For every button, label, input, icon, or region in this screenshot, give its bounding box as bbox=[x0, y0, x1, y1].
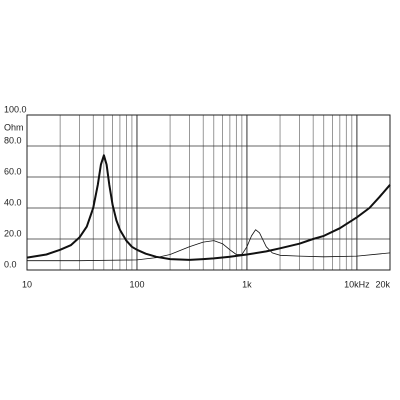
x-tick-label: 20k bbox=[375, 279, 390, 289]
y-tick-label: 40.0 bbox=[4, 197, 22, 207]
x-tick-label: 10 bbox=[22, 279, 32, 289]
y-tick-label: 0.0 bbox=[4, 259, 17, 269]
x-tick-label: 1k bbox=[242, 279, 252, 289]
x-tick-label: 10kHz bbox=[344, 279, 370, 289]
y-tick-label: 80.0 bbox=[4, 135, 22, 145]
y-tick-label: 100.0 bbox=[4, 104, 27, 114]
plot-frame bbox=[26, 114, 391, 271]
y-tick-label: 60.0 bbox=[4, 166, 22, 176]
x-tick-label: 100 bbox=[129, 279, 144, 289]
y-tick-label: 20.0 bbox=[4, 228, 22, 238]
y-axis-label: Ohm bbox=[4, 122, 24, 132]
impedance-line bbox=[26, 154, 391, 261]
impedance-line bbox=[27, 229, 391, 262]
